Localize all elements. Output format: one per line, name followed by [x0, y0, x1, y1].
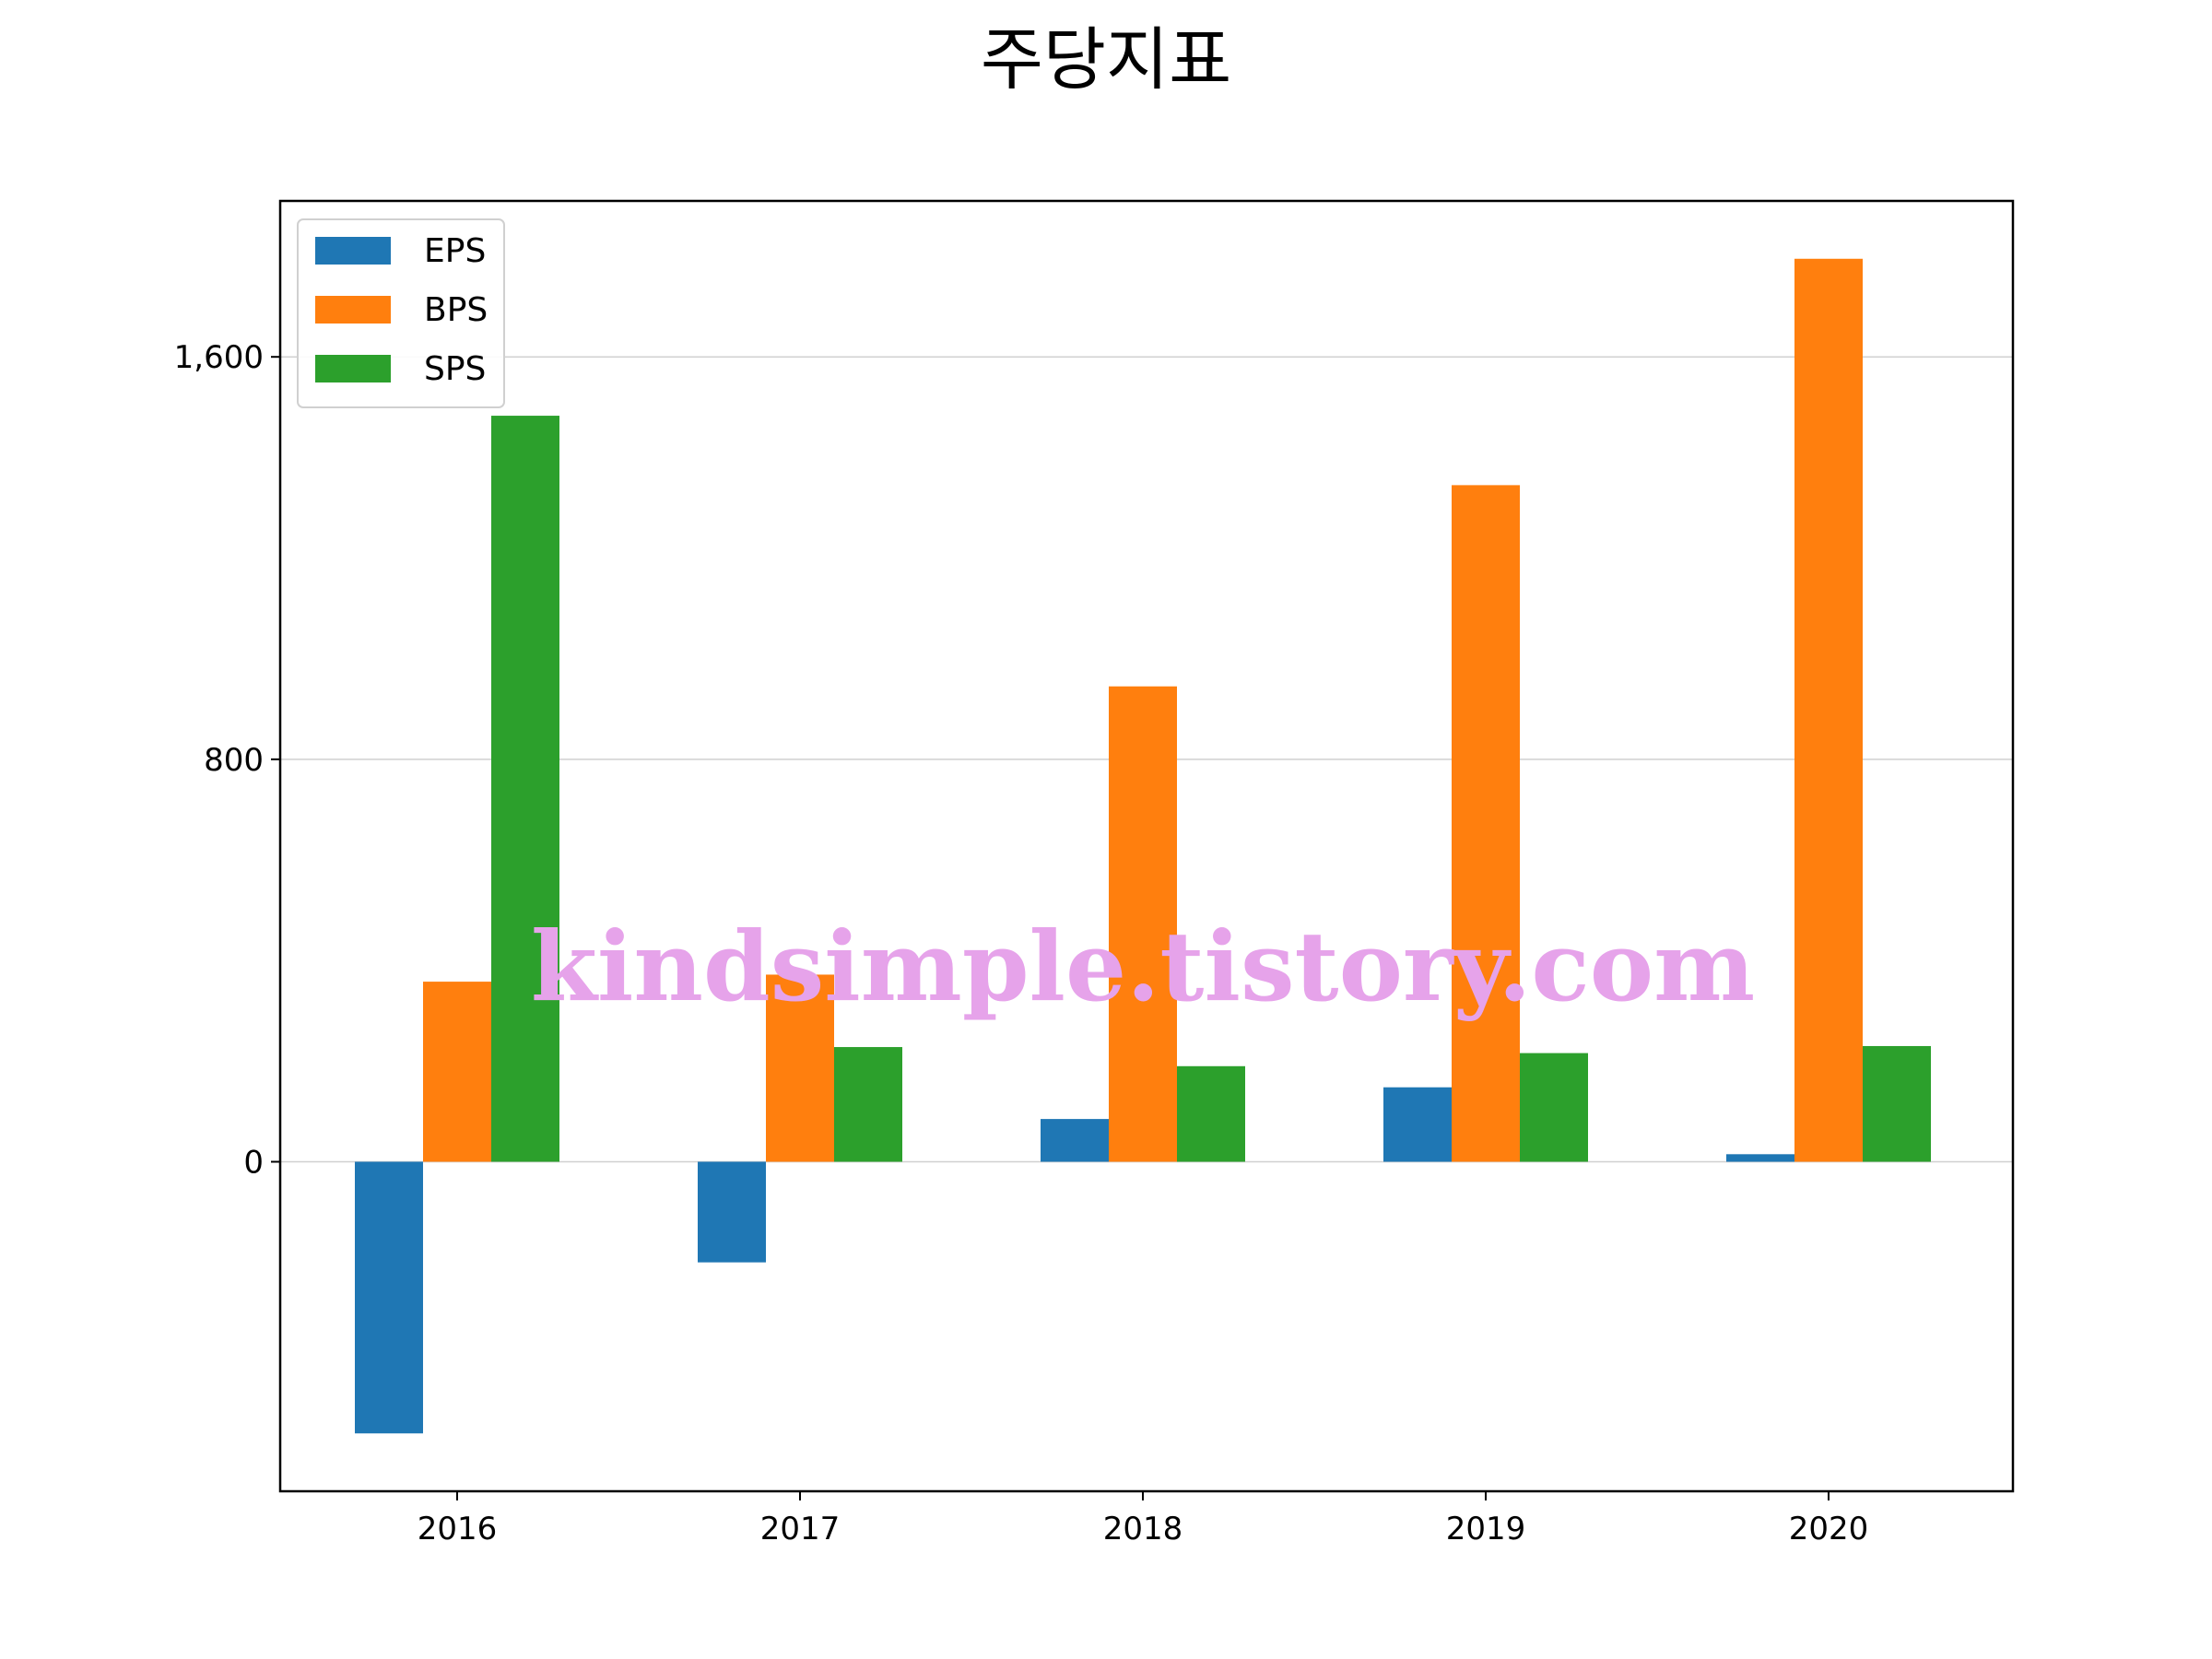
bar-bps-2019 — [1452, 485, 1520, 1162]
bar-sps-2020 — [1863, 1045, 1931, 1162]
bar-eps-2018 — [1041, 1119, 1109, 1162]
axis-ticks: 0 800 1,600 2016 2017 2018 2019 2020 — [174, 339, 1869, 1547]
legend-label-sps: SPS — [424, 350, 486, 388]
x-tick-label: 2019 — [1446, 1511, 1526, 1547]
chart-title: 주당지표 — [981, 20, 1231, 100]
bar-eps-2017 — [698, 1161, 766, 1263]
x-tick-label: 2017 — [760, 1511, 841, 1547]
plot-frame — [278, 199, 2015, 1493]
bar-sps-2016 — [491, 416, 559, 1162]
bar-bps-2016 — [423, 982, 491, 1162]
legend-swatch-bps — [315, 296, 391, 324]
watermark-text: kindsimple.tistory.com — [531, 910, 1755, 1023]
bar-bps-2018 — [1109, 686, 1177, 1162]
bar-sps-2017 — [834, 1047, 902, 1162]
y-tick-label: 800 — [204, 742, 264, 779]
legend-swatch-sps — [315, 355, 391, 382]
bar-bps-2020 — [1794, 258, 1863, 1162]
bars — [355, 258, 1931, 1434]
bar-eps-2020 — [1726, 1154, 1794, 1162]
x-tick-label: 2018 — [1103, 1511, 1183, 1547]
x-tick-label: 2020 — [1789, 1511, 1869, 1547]
legend: EPS BPS SPS — [297, 218, 505, 408]
x-tick-label: 2016 — [418, 1511, 498, 1547]
bar-eps-2019 — [1383, 1087, 1452, 1162]
legend-label-eps: EPS — [424, 232, 486, 270]
y-tick-label: 1,600 — [174, 339, 264, 376]
bar-sps-2019 — [1520, 1053, 1588, 1162]
bar-eps-2016 — [355, 1161, 423, 1434]
y-tick-label: 0 — [243, 1144, 264, 1181]
bar-bps-2017 — [766, 974, 834, 1162]
legend-swatch-eps — [315, 237, 391, 265]
bar-sps-2018 — [1177, 1065, 1245, 1162]
legend-label-bps: BPS — [424, 291, 488, 329]
